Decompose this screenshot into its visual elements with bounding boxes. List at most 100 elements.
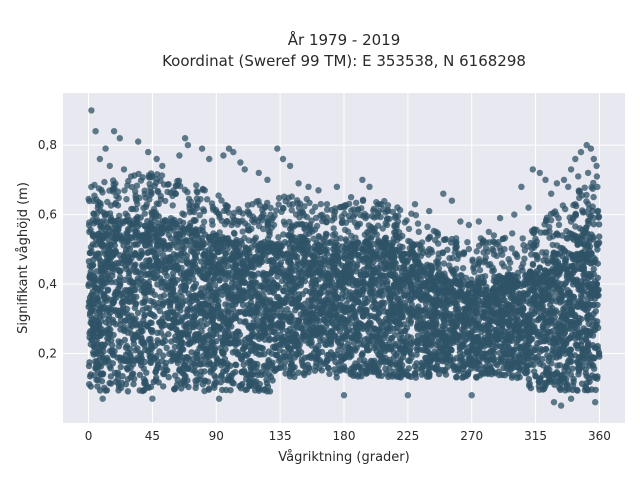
- scatter-point: [472, 338, 479, 345]
- scatter-point: [147, 338, 154, 345]
- scatter-point: [334, 271, 341, 279]
- scatter-point: [160, 383, 167, 390]
- scatter-point: [260, 286, 268, 294]
- scatter-point: [222, 250, 229, 257]
- scatter-point: [133, 231, 140, 239]
- scatter-point: [307, 334, 315, 342]
- scatter-point: [87, 268, 95, 275]
- scatter-point: [560, 262, 567, 270]
- scatter-point: [381, 265, 388, 272]
- scatter-point: [319, 284, 326, 292]
- scatter-point: [413, 276, 420, 283]
- scatter-point: [397, 356, 404, 363]
- scatter-point: [596, 233, 603, 240]
- scatter-point: [540, 325, 547, 332]
- scatter-point: [254, 260, 261, 267]
- scatter-point: [160, 237, 167, 245]
- scatter-point: [163, 344, 170, 352]
- scatter-point: [509, 291, 517, 298]
- scatter-point: [590, 221, 597, 228]
- scatter-point: [194, 351, 201, 358]
- scatter-point: [326, 263, 333, 270]
- scatter-point: [97, 241, 105, 248]
- scatter-point: [261, 303, 268, 310]
- scatter-point: [255, 297, 262, 304]
- scatter-point: [490, 315, 497, 323]
- scatter-point: [559, 245, 566, 252]
- scatter-point: [94, 376, 102, 384]
- scatter-point: [302, 273, 309, 280]
- scatter-point: [253, 279, 260, 287]
- scatter-point: [227, 387, 234, 394]
- scatter-point: [285, 240, 292, 247]
- scatter-point: [248, 262, 255, 269]
- scatter-point: [138, 334, 145, 341]
- scatter-point: [210, 381, 218, 389]
- scatter-point: [147, 273, 154, 281]
- scatter-point: [370, 338, 378, 345]
- scatter-point: [590, 265, 597, 273]
- scatter-point: [411, 363, 419, 370]
- scatter-point: [130, 264, 137, 271]
- scatter-point: [207, 326, 214, 334]
- scatter-point: [324, 295, 331, 302]
- scatter-point: [585, 250, 592, 257]
- scatter-point: [384, 278, 391, 285]
- chart-title-line1: År 1979 - 2019: [288, 30, 401, 49]
- scatter-point: [474, 311, 481, 318]
- scatter-point: [192, 384, 199, 392]
- scatter-point: [117, 317, 125, 324]
- scatter-point: [503, 319, 511, 326]
- scatter-point: [115, 307, 122, 314]
- scatter-point: [569, 276, 577, 283]
- scatter-point: [452, 300, 459, 307]
- scatter-point: [312, 259, 319, 266]
- scatter-point: [387, 303, 395, 310]
- scatter-point: [90, 329, 97, 336]
- scatter-point: [394, 363, 401, 370]
- scatter-point: [428, 356, 435, 364]
- scatter-point: [482, 293, 490, 300]
- scatter-point: [525, 279, 532, 287]
- scatter-point: [242, 310, 249, 317]
- scatter-point: [134, 309, 142, 316]
- scatter-point: [291, 247, 298, 254]
- scatter-point: [146, 240, 153, 247]
- scatter-point: [545, 357, 552, 365]
- scatter-point: [116, 277, 123, 284]
- scatter-point: [97, 332, 105, 339]
- scatter-point: [575, 240, 582, 247]
- scatter-point: [519, 304, 527, 311]
- scatter-point: [347, 289, 354, 296]
- scatter-point: [143, 369, 150, 376]
- scatter-point: [544, 379, 551, 386]
- scatter-point: [544, 336, 551, 343]
- scatter-point: [86, 249, 94, 256]
- scatter-point: [405, 365, 412, 372]
- scatter-point: [410, 263, 417, 270]
- scatter-point: [197, 258, 205, 265]
- scatter-point: [480, 365, 488, 372]
- scatter-point: [121, 357, 128, 365]
- scatter-point: [223, 270, 231, 278]
- scatter-point: [387, 335, 395, 342]
- scatter-point: [238, 240, 245, 247]
- scatter-point: [325, 364, 332, 372]
- scatter-point: [161, 278, 168, 286]
- scatter-point: [144, 262, 151, 269]
- scatter-point: [574, 387, 581, 394]
- scatter-point: [319, 336, 327, 343]
- scatter-point: [399, 362, 406, 369]
- scatter-point: [490, 356, 497, 363]
- scatter-point: [563, 315, 570, 322]
- scatter-point: [156, 348, 163, 355]
- scatter-point: [116, 222, 123, 229]
- scatter-point: [176, 217, 183, 225]
- scatter-point: [105, 256, 112, 264]
- scatter-point: [264, 271, 271, 278]
- scatter-point: [574, 342, 581, 349]
- scatter-point: [154, 329, 161, 336]
- scatter-point: [331, 353, 338, 361]
- scatter-point: [505, 301, 513, 309]
- scatter-point: [530, 361, 537, 368]
